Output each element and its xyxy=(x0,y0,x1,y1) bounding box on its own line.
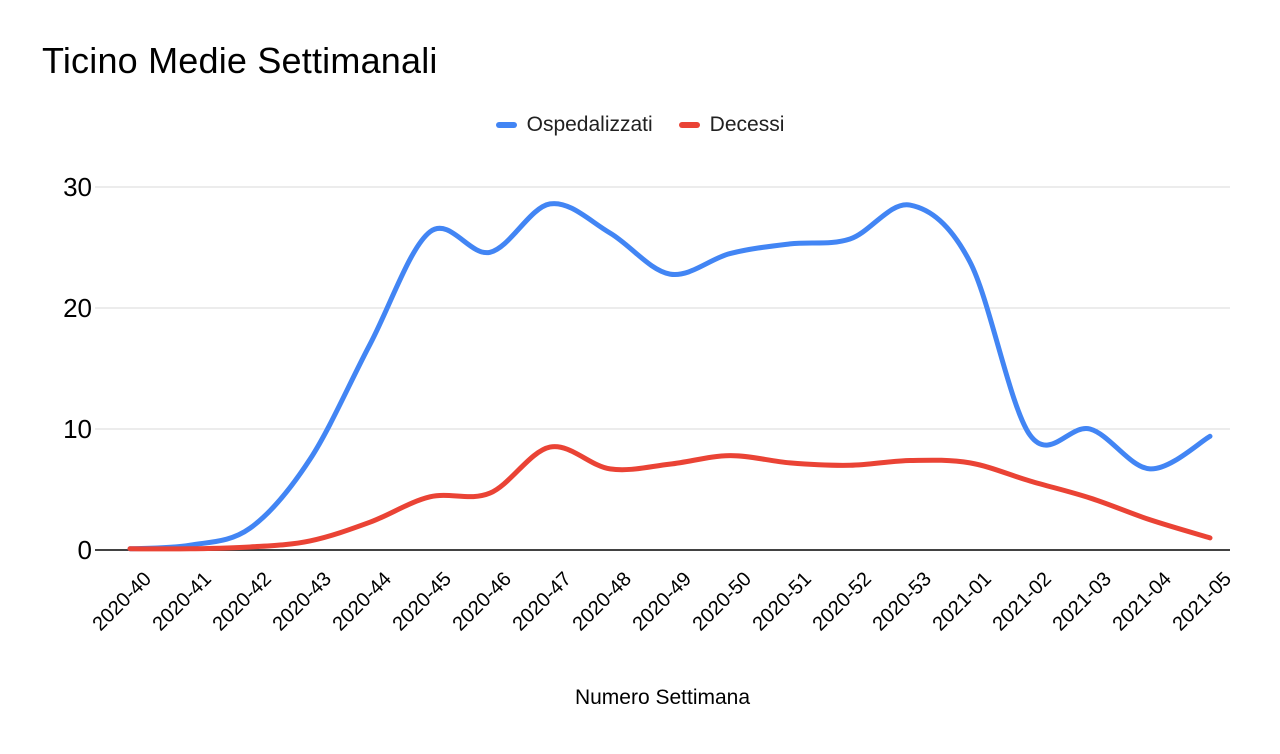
legend-label-ospedalizzati: Ospedalizzati xyxy=(526,113,653,136)
y-tick-label: 30 xyxy=(63,172,92,202)
y-tick-label: 10 xyxy=(63,414,92,444)
y-tick-label: 0 xyxy=(77,535,92,565)
series-line-ospedalizzati xyxy=(127,201,1213,552)
legend-label-decessi: Decessi xyxy=(709,113,785,136)
legend-item-ospedalizzati: Ospedalizzati xyxy=(495,113,653,137)
series-line-decessi xyxy=(127,444,1213,552)
x-axis-title: Numero Settimana xyxy=(574,686,751,709)
legend-swatch-decessi-icon xyxy=(678,122,700,128)
y-tick-label: 20 xyxy=(63,293,92,323)
legend-swatch-ospedalizzati-icon xyxy=(495,122,517,128)
chart-title: Ticino Medie Settimanali xyxy=(42,40,438,81)
legend-item-decessi: Decessi xyxy=(678,113,785,137)
legend: Ospedalizzati Decessi xyxy=(0,113,1280,137)
